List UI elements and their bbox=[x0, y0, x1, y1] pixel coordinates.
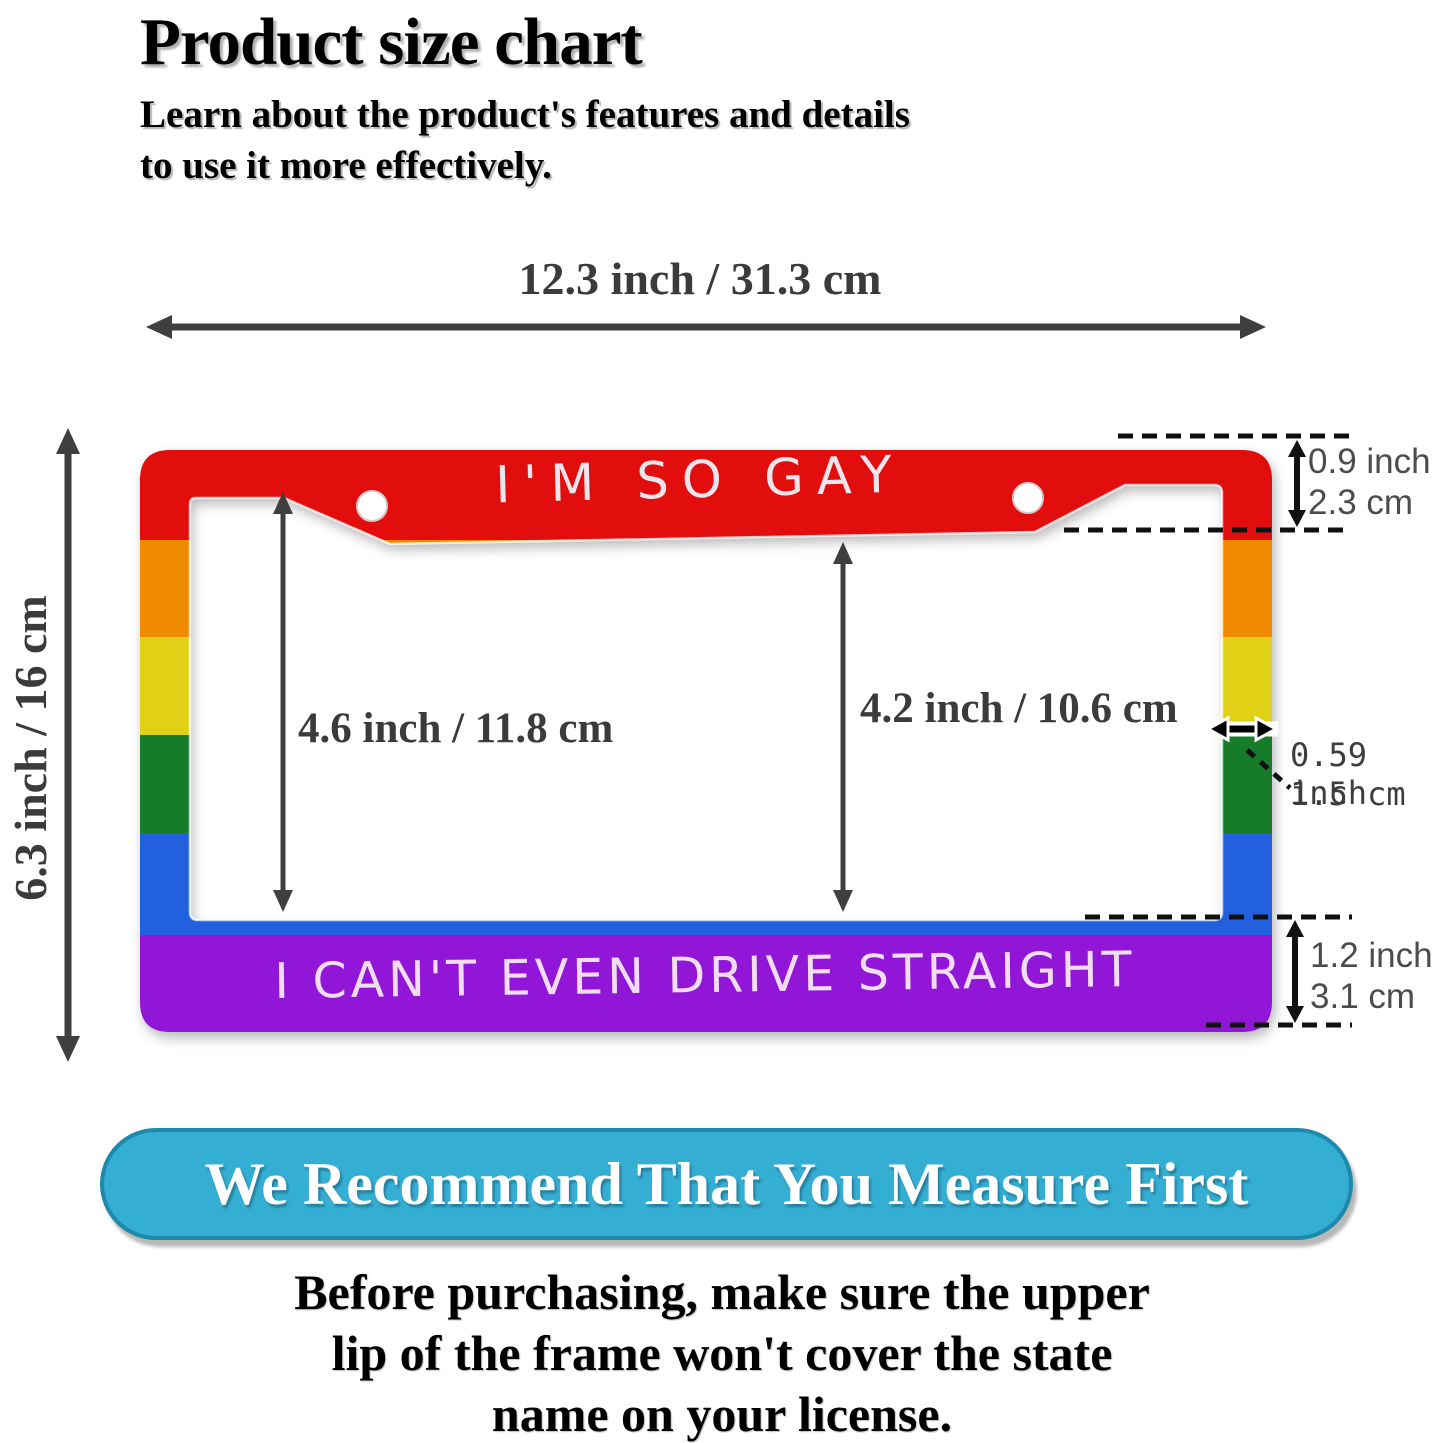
total-width-label: 12.3 inch / 31.3 cm bbox=[518, 253, 882, 304]
top-lip-dashed-lines bbox=[1064, 433, 1352, 533]
top-lip-cm-label: 2.3 cm bbox=[1308, 483, 1414, 522]
frame-inner-bevel bbox=[188, 483, 1224, 922]
bottom-lip-cm-label: 3.1 cm bbox=[1310, 977, 1416, 1016]
height-dimension-arrow bbox=[56, 428, 80, 1062]
recommendation-banner-text: We Recommend That You Measure First bbox=[204, 1150, 1249, 1217]
screw-hole-left bbox=[356, 490, 388, 522]
top-lip-arrow bbox=[1288, 440, 1306, 527]
inner-height-right-label: 4.2 inch / 10.6 cm bbox=[860, 685, 1178, 732]
page-title: Product size chart bbox=[140, 5, 643, 79]
license-plate-frame-graphic bbox=[140, 450, 1272, 1032]
screw-hole-right bbox=[1012, 482, 1044, 514]
inner-height-left-label: 4.6 inch / 11.8 cm bbox=[298, 705, 614, 752]
total-height-label: 6.3 inch / 16 cm bbox=[5, 595, 56, 901]
side-width-inch-label: 0.59 inch bbox=[1290, 736, 1368, 812]
bottom-lip-inch-label: 1.2 inch bbox=[1310, 936, 1433, 975]
inner-height-right-arrow bbox=[833, 542, 853, 912]
bottom-lip-dashed-lines bbox=[1085, 914, 1352, 1028]
recommendation-banner: We Recommend That You Measure First bbox=[100, 1128, 1353, 1240]
page-subtitle: Learn about the product's features and d… bbox=[140, 93, 910, 187]
inner-height-left-arrow bbox=[273, 492, 293, 912]
side-width-arrow bbox=[1204, 715, 1292, 790]
width-dimension-arrow bbox=[146, 315, 1266, 339]
bottom-lip-arrow bbox=[1286, 920, 1304, 1023]
purchase-note: Before purchasing, make sure the upper l… bbox=[294, 1264, 1150, 1442]
side-width-cm-label: 1.5 cm bbox=[1290, 775, 1406, 813]
top-lip-inch-label: 0.9 inch bbox=[1308, 442, 1431, 481]
